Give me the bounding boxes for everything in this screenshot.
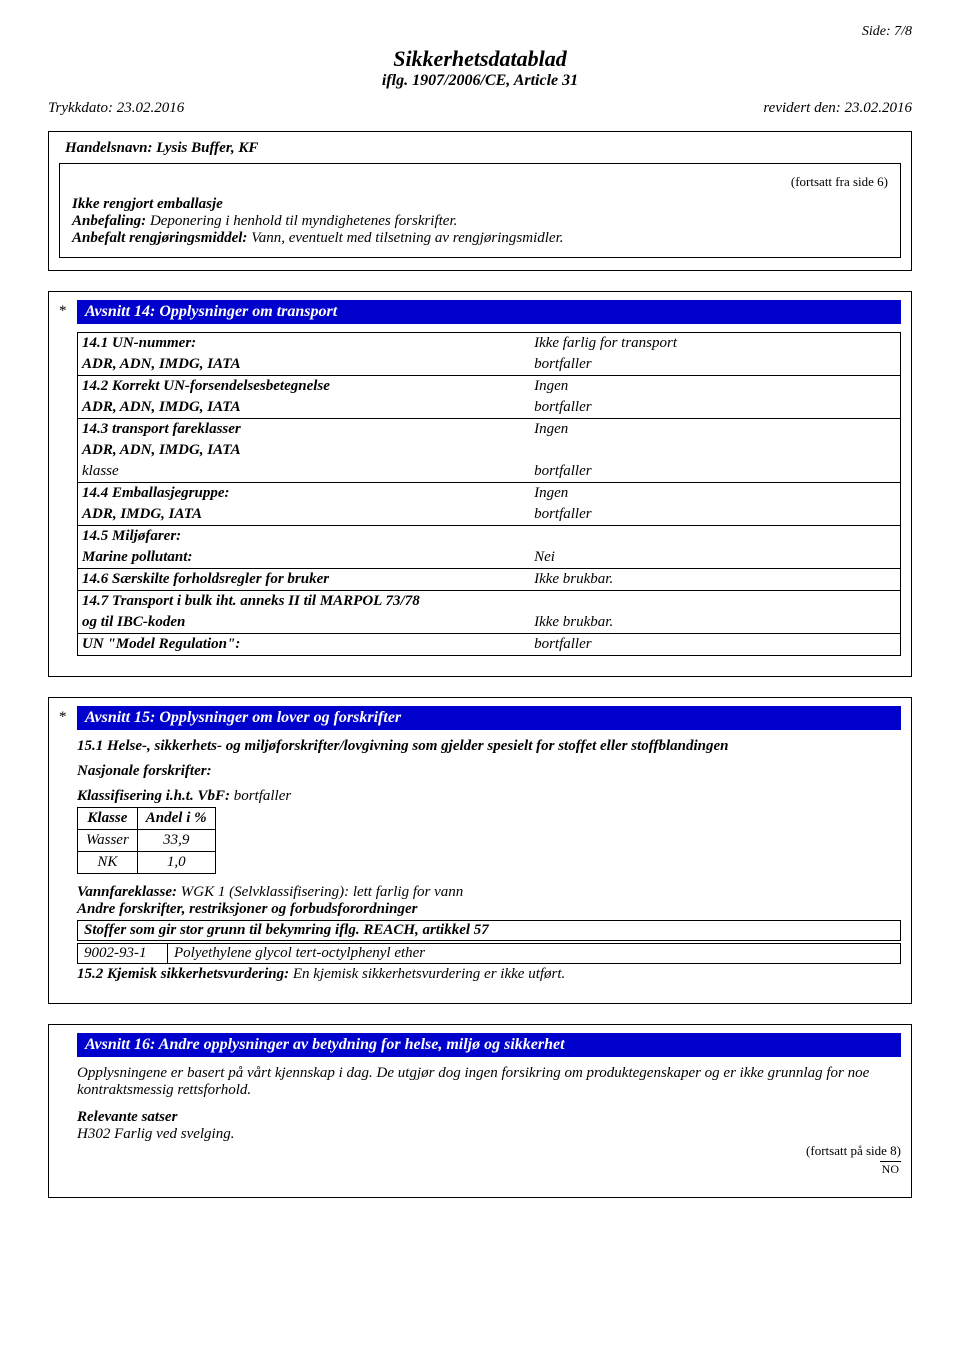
section15-title: Avsnitt 15: Opplysninger om lover og for… xyxy=(77,706,901,730)
s14-3-val: Ingen xyxy=(530,419,900,441)
cls-r1c1: Wasser xyxy=(78,830,138,852)
document-subtitle: iflg. 1907/2006/CE, Article 31 xyxy=(48,72,912,90)
continued-from: (fortsatt fra side 6) xyxy=(72,174,888,190)
page-indicator: Side: 7/8 xyxy=(48,24,912,40)
s16-h302: H302 Farlig ved svelging. xyxy=(77,1126,901,1143)
s14-2-label2: ADR, ADN, IMDG, IATA xyxy=(78,397,530,419)
s15-wgk-val: WGK 1 (Selvklassifisering): lett farlig … xyxy=(181,884,463,900)
s14-4-val: Ingen xyxy=(530,483,900,505)
s14-4-val2: bortfaller xyxy=(530,504,900,526)
s15-vbf-val: bortfaller xyxy=(234,788,292,804)
s15-wgk: Vannfareklasse: WGK 1 (Selvklassifiserin… xyxy=(77,884,901,901)
s14-3-sub: ADR, ADN, IMDG, IATA xyxy=(78,440,530,461)
s15-1: 15.1 Helse-, sikkerhets- og miljøforskri… xyxy=(77,738,901,755)
reach-substance: Polyethylene glycol tert-octylphenyl eth… xyxy=(168,944,901,964)
s14-1-val2: bortfaller xyxy=(530,354,900,376)
s14-klasse-label: klasse xyxy=(78,461,530,483)
packaging-rec-label: Anbefaling: xyxy=(72,213,150,229)
s14-7-val: Ikke brukbar. xyxy=(530,612,900,634)
s14-2-label: 14.2 Korrekt UN-forsendelsesbetegnelse xyxy=(78,376,530,398)
reach-table: 9002-93-1Polyethylene glycol tert-octylp… xyxy=(77,943,901,964)
block-section14: * Avsnitt 14: Opplysninger om transport … xyxy=(48,291,912,677)
s15-vbf-label: Klassifisering i.h.t. VbF: xyxy=(77,788,234,804)
s14-1-val: Ikke farlig for transport xyxy=(530,333,900,354)
packaging-heading: Ikke rengjort emballasje xyxy=(72,196,888,213)
s14-6-val: Ikke brukbar. xyxy=(530,569,900,591)
lang-code: NO xyxy=(880,1161,901,1177)
revised-date: revidert den: 23.02.2016 xyxy=(763,100,912,117)
s14-1-label2: ADR, ADN, IMDG, IATA xyxy=(78,354,530,376)
s15-other: Andre forskrifter, restriksjoner og forb… xyxy=(77,901,901,918)
s14-klasse-val: bortfaller xyxy=(530,461,900,483)
packaging-clean: Anbefalt rengjøringsmiddel: Vann, eventu… xyxy=(72,230,888,247)
s14-un-label: UN "Model Regulation": xyxy=(78,634,530,656)
classification-table: KlasseAndel i % Wasser33,9 NK1,0 xyxy=(77,807,216,874)
s14-5-val2: Nei xyxy=(530,547,900,569)
s14-6-label: 14.6 Særskilte forholdsregler for bruker xyxy=(78,569,530,591)
header-meta-row: Trykkdato: 23.02.2016 revidert den: 23.0… xyxy=(48,100,912,117)
transport-table: 14.1 UN-nummer:Ikke farlig for transport… xyxy=(78,333,900,655)
document-title: Sikkerhetsdatablad xyxy=(48,46,912,72)
s16-para: Opplysningene er basert på vårt kjennska… xyxy=(77,1065,901,1099)
reach-header: Stoffer som gir stor grunn til bekymring… xyxy=(77,920,901,941)
change-star-icon: * xyxy=(59,706,77,726)
s14-5-label2: Marine pollutant: xyxy=(78,547,530,569)
packaging-clean-label: Anbefalt rengjøringsmiddel: xyxy=(72,230,251,246)
section14-title: Avsnitt 14: Opplysninger om transport xyxy=(77,300,901,324)
cls-r2c1: NK xyxy=(78,852,138,874)
packaging-rec: Anbefaling: Deponering i henhold til myn… xyxy=(72,213,888,230)
packaging-inner: (fortsatt fra side 6) Ikke rengjort emba… xyxy=(59,163,901,258)
section16-title: Avsnitt 16: Andre opplysninger av betydn… xyxy=(77,1033,901,1057)
cls-r1c2: 33,9 xyxy=(137,830,215,852)
s14-un-val: bortfaller xyxy=(530,634,900,656)
s15-2: 15.2 Kjemisk sikkerhetsvurdering: En kje… xyxy=(77,966,901,983)
s14-7-label2: og til IBC-koden xyxy=(78,612,530,634)
change-star-icon: * xyxy=(59,300,77,320)
s14-2-val2: bortfaller xyxy=(530,397,900,419)
continued-next: (fortsatt på side 8) xyxy=(77,1143,901,1159)
block-packaging: Handelsnavn: Lysis Buffer, KF (fortsatt … xyxy=(48,131,912,271)
s14-2-val: Ingen xyxy=(530,376,900,398)
print-date: Trykkdato: 23.02.2016 xyxy=(48,100,184,117)
s16-relevant: Relevante satser xyxy=(77,1109,901,1126)
spacer xyxy=(59,1033,77,1036)
cls-r2c2: 1,0 xyxy=(137,852,215,874)
packaging-clean-text: Vann, eventuelt med tilsetning av rengjø… xyxy=(251,230,563,246)
product-name: Handelsnavn: Lysis Buffer, KF xyxy=(59,140,901,157)
s14-3-label: 14.3 transport fareklasser xyxy=(78,419,530,441)
block-section16: Avsnitt 16: Andre opplysninger av betydn… xyxy=(48,1024,912,1198)
s14-4-label: 14.4 Emballasjegruppe: xyxy=(78,483,530,505)
s15-vbf: Klassifisering i.h.t. VbF: bortfaller xyxy=(77,788,901,805)
s15-wgk-label: Vannfareklasse: xyxy=(77,884,181,900)
s14-1-label: 14.1 UN-nummer: xyxy=(78,333,530,354)
block-section15: * Avsnitt 15: Opplysninger om lover og f… xyxy=(48,697,912,1004)
section14-body: 14.1 UN-nummer:Ikke farlig for transport… xyxy=(77,332,901,656)
s15-national: Nasjonale forskrifter: xyxy=(77,763,901,780)
s15-2-label: 15.2 Kjemisk sikkerhetsvurdering: xyxy=(77,966,293,982)
s15-2-val: En kjemisk sikkerhetsvurdering er ikke u… xyxy=(293,966,565,982)
s14-5-label: 14.5 Miljøfarer: xyxy=(78,526,530,548)
s14-7-label1: 14.7 Transport i bulk iht. anneks II til… xyxy=(78,591,530,613)
s14-4-label2: ADR, IMDG, IATA xyxy=(78,504,530,526)
cls-h2: Andel i % xyxy=(137,808,215,830)
packaging-rec-text: Deponering i henhold til myndighetenes f… xyxy=(150,213,457,229)
cls-h1: Klasse xyxy=(78,808,138,830)
reach-cas: 9002-93-1 xyxy=(78,944,168,964)
